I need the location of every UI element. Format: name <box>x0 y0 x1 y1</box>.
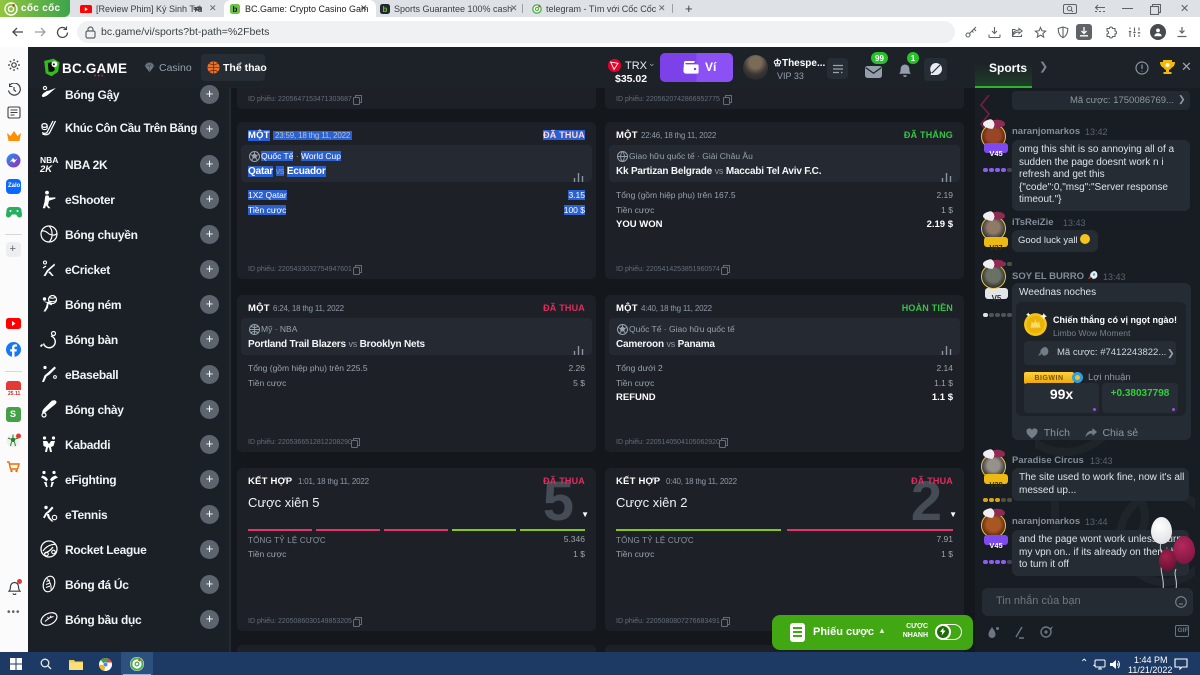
svg-text:NBA: NBA <box>40 155 58 165</box>
svg-text:2K: 2K <box>39 164 53 174</box>
svg-text:b: b <box>233 5 238 14</box>
svg-text:b: b <box>383 5 388 14</box>
